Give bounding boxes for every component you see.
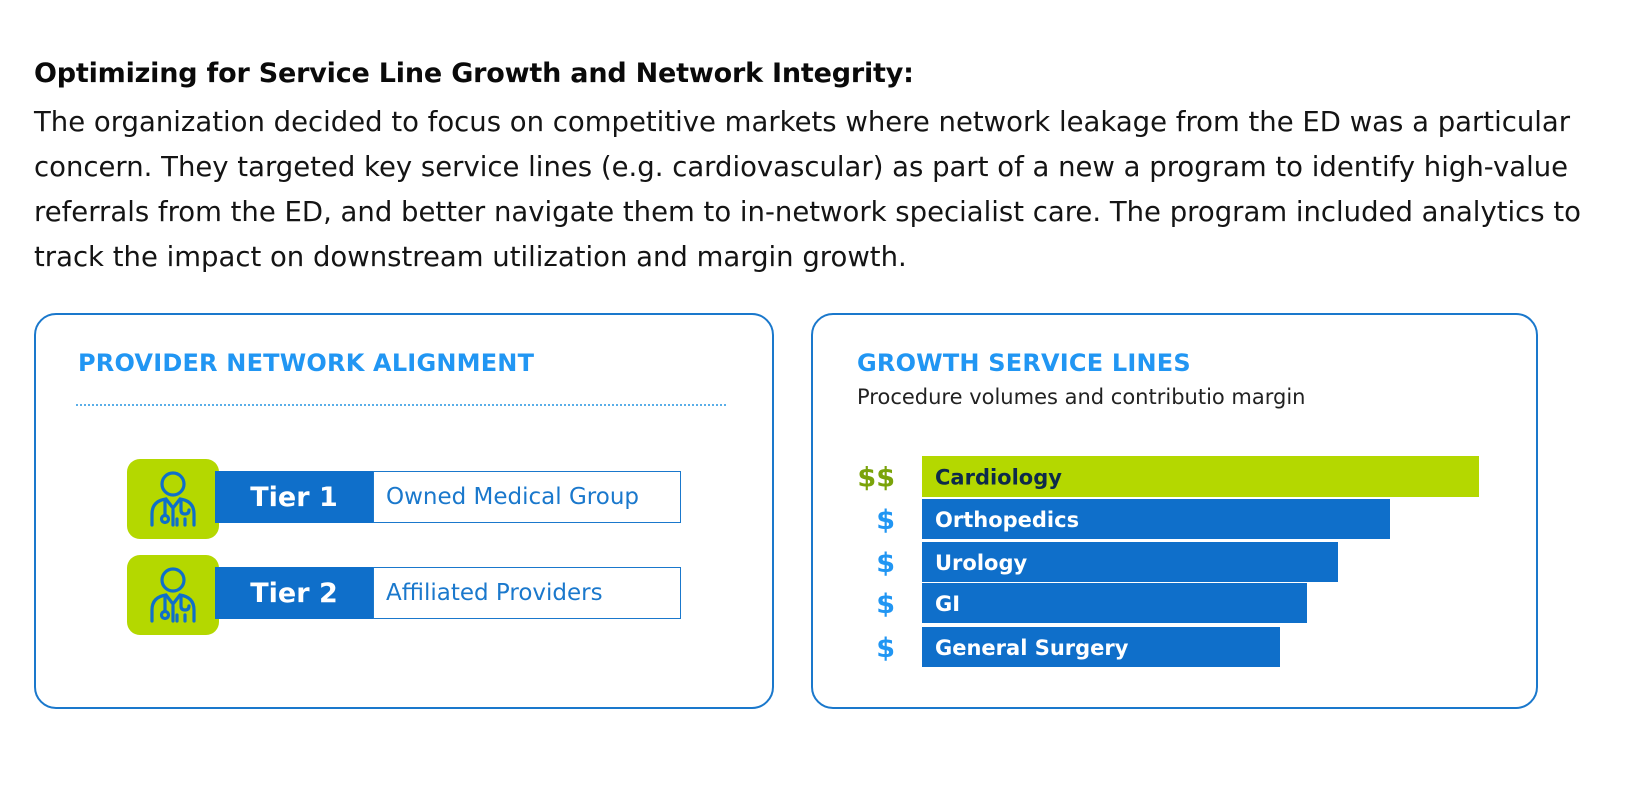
margin-marker: $ (876, 548, 895, 579)
margin-marker: $ (876, 505, 895, 536)
bar-label: GI (935, 592, 960, 616)
margin-marker: $$ (857, 463, 895, 494)
dotted-divider (76, 404, 726, 406)
bar-gi (922, 583, 1307, 623)
bar-cardiology (922, 456, 1479, 497)
tier-2-description: Affiliated Providers (373, 567, 681, 619)
bar-label: Orthopedics (935, 508, 1079, 532)
bar-label: Urology (935, 551, 1027, 575)
tier-row-2: Tier 2 Affiliated Providers (127, 555, 687, 635)
provider-card-title: PROVIDER NETWORK ALIGNMENT (78, 349, 535, 377)
tier-1-description: Owned Medical Group (373, 471, 681, 523)
bar-urology (922, 542, 1338, 582)
bar-label: Cardiology (935, 466, 1062, 490)
margin-marker: $ (876, 633, 895, 664)
doctor-icon (127, 555, 219, 635)
page-heading: Optimizing for Service Line Growth and N… (34, 58, 914, 89)
bar-orthopedics (922, 499, 1390, 539)
body-paragraph: The organization decided to focus on com… (34, 106, 1581, 273)
bar-label: General Surgery (935, 636, 1129, 660)
margin-marker: $ (876, 589, 895, 620)
provider-network-card: PROVIDER NETWORK ALIGNMENT Tier 1 Owned … (34, 313, 774, 709)
doctor-icon (127, 459, 219, 539)
growth-service-lines-card: GROWTH SERVICE LINES Procedure volumes a… (811, 313, 1538, 709)
tier-row-1: Tier 1 Owned Medical Group (127, 459, 687, 539)
tier-2-label: Tier 2 (215, 567, 373, 619)
service-line-bar-chart: Cardiology $$ Orthopedics $ Urology $ GI $ Gener… (857, 456, 1479, 667)
growth-card-subtitle: Procedure volumes and contributio margin (857, 385, 1306, 409)
growth-card-title: GROWTH SERVICE LINES (857, 349, 1191, 377)
bar-general-surgery (922, 627, 1280, 667)
tier-1-label: Tier 1 (215, 471, 373, 523)
